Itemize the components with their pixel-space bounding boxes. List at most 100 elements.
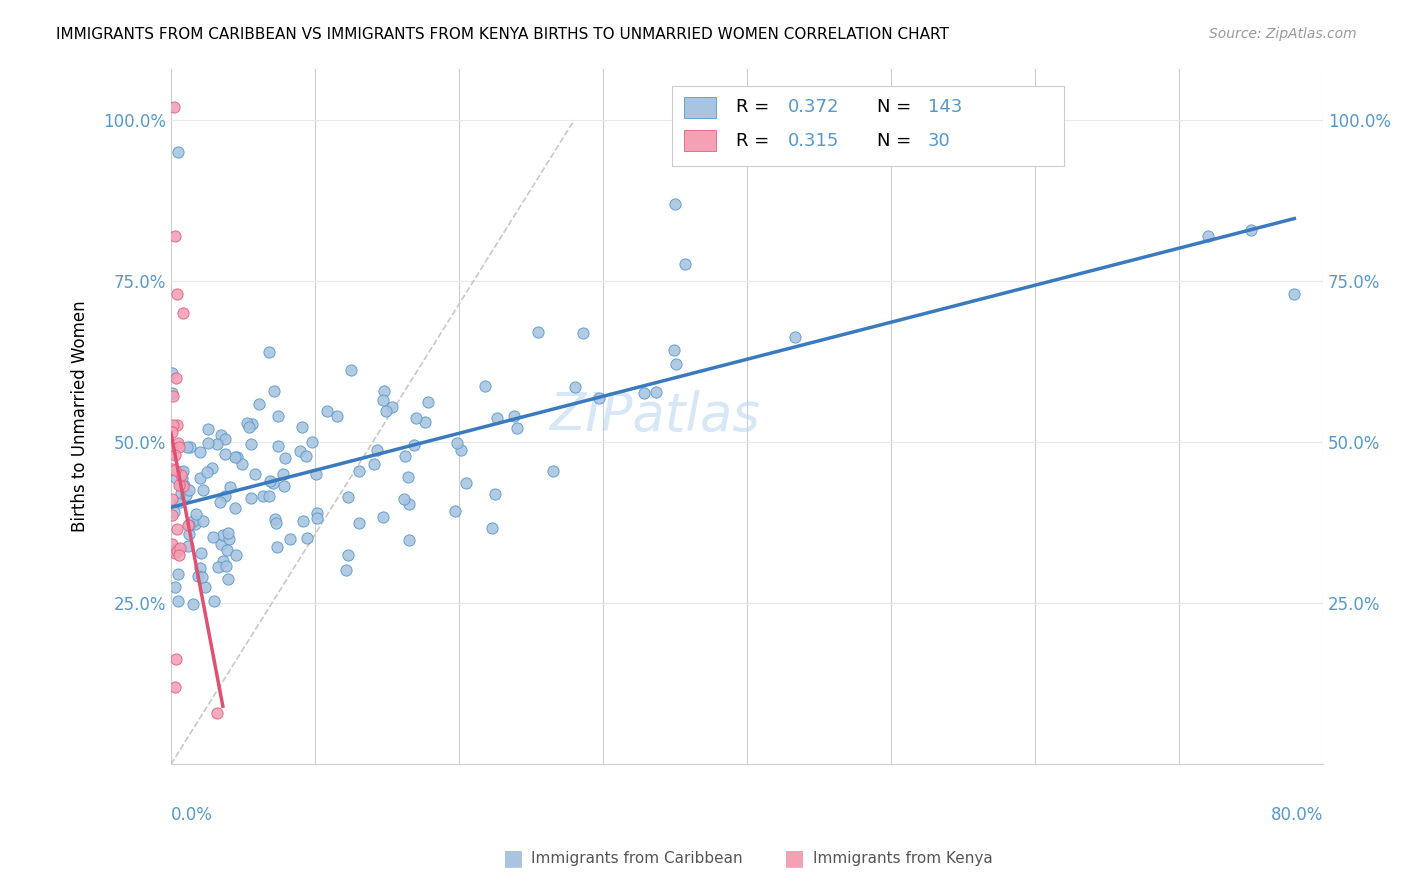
Point bbox=[205, 436, 228, 450]
Point bbox=[396, 470, 419, 484]
Point bbox=[316, 404, 339, 418]
Point bbox=[162, 386, 184, 401]
Point bbox=[413, 416, 436, 430]
Point bbox=[167, 145, 190, 160]
Point bbox=[645, 384, 668, 399]
Point bbox=[335, 564, 357, 578]
Point bbox=[486, 411, 509, 425]
Point bbox=[262, 476, 284, 491]
Point bbox=[1197, 229, 1219, 244]
Point bbox=[172, 479, 194, 493]
Point bbox=[160, 425, 183, 440]
Point bbox=[179, 440, 201, 454]
Point bbox=[292, 514, 315, 528]
Text: IMMIGRANTS FROM CARIBBEAN VS IMMIGRANTS FROM KENYA BIRTHS TO UNMARRIED WOMEN COR: IMMIGRANTS FROM CARIBBEAN VS IMMIGRANTS … bbox=[56, 27, 949, 42]
Text: 0.315: 0.315 bbox=[787, 132, 839, 150]
Point bbox=[347, 464, 370, 478]
Point bbox=[243, 467, 266, 481]
Point bbox=[170, 486, 193, 500]
Point bbox=[165, 471, 187, 485]
Point bbox=[188, 560, 211, 574]
Point bbox=[337, 491, 360, 505]
Point bbox=[190, 445, 212, 459]
Point bbox=[673, 257, 696, 271]
Point bbox=[212, 554, 235, 568]
Point bbox=[259, 474, 281, 488]
Point bbox=[304, 467, 326, 482]
Point bbox=[202, 594, 225, 608]
Point bbox=[240, 491, 263, 505]
Text: 0.372: 0.372 bbox=[787, 98, 839, 117]
FancyBboxPatch shape bbox=[683, 130, 716, 152]
Point bbox=[588, 391, 610, 405]
Point bbox=[664, 357, 686, 371]
Point bbox=[191, 570, 214, 584]
Point bbox=[163, 546, 186, 560]
Point bbox=[224, 501, 246, 516]
Point bbox=[162, 417, 184, 432]
Point bbox=[217, 526, 239, 541]
Point bbox=[165, 371, 187, 385]
Text: ZIPatlas: ZIPatlas bbox=[550, 391, 761, 442]
Point bbox=[212, 528, 235, 542]
Point bbox=[1284, 287, 1306, 301]
Point bbox=[160, 537, 183, 551]
Point bbox=[167, 478, 190, 492]
Point bbox=[373, 509, 395, 524]
Point bbox=[662, 343, 685, 358]
Point bbox=[214, 432, 236, 446]
Point bbox=[166, 287, 188, 301]
Point bbox=[225, 450, 247, 464]
Point bbox=[215, 558, 238, 573]
Point bbox=[162, 389, 184, 403]
Point bbox=[240, 436, 263, 450]
Point bbox=[474, 378, 496, 392]
Point bbox=[664, 196, 686, 211]
Point bbox=[217, 572, 239, 586]
Point bbox=[160, 462, 183, 476]
Point bbox=[177, 539, 200, 553]
Point bbox=[165, 229, 187, 244]
Point bbox=[169, 541, 191, 555]
Point bbox=[197, 422, 219, 436]
Point bbox=[373, 392, 395, 407]
Point bbox=[238, 420, 260, 434]
Point bbox=[481, 521, 503, 535]
Point bbox=[219, 480, 242, 494]
Point bbox=[165, 652, 187, 666]
Point bbox=[172, 306, 194, 320]
Point bbox=[340, 363, 363, 377]
Point bbox=[543, 464, 565, 478]
Point bbox=[214, 447, 236, 461]
Point bbox=[290, 444, 312, 458]
Point bbox=[564, 380, 586, 394]
Text: 0.0%: 0.0% bbox=[172, 806, 212, 824]
Point bbox=[172, 464, 194, 478]
Text: 30: 30 bbox=[928, 132, 950, 150]
Point bbox=[231, 457, 253, 471]
Point bbox=[181, 514, 204, 528]
Point bbox=[167, 436, 190, 450]
Point bbox=[336, 548, 359, 562]
Y-axis label: Births to Unmarried Women: Births to Unmarried Women bbox=[72, 301, 89, 533]
Point bbox=[205, 706, 228, 720]
Point bbox=[214, 490, 236, 504]
Point bbox=[307, 506, 329, 520]
Point bbox=[349, 516, 371, 530]
Point bbox=[191, 483, 214, 498]
Point bbox=[162, 367, 184, 381]
Point bbox=[267, 409, 290, 424]
Point bbox=[252, 489, 274, 503]
Point bbox=[165, 542, 187, 557]
Point bbox=[169, 477, 191, 491]
Point bbox=[297, 531, 319, 545]
Point bbox=[191, 514, 214, 528]
Point bbox=[186, 507, 208, 521]
Point bbox=[257, 490, 280, 504]
Point bbox=[305, 511, 328, 525]
Point bbox=[326, 409, 349, 424]
Point bbox=[163, 448, 186, 462]
Point bbox=[166, 417, 188, 432]
Point bbox=[278, 533, 301, 547]
Point bbox=[263, 384, 285, 398]
